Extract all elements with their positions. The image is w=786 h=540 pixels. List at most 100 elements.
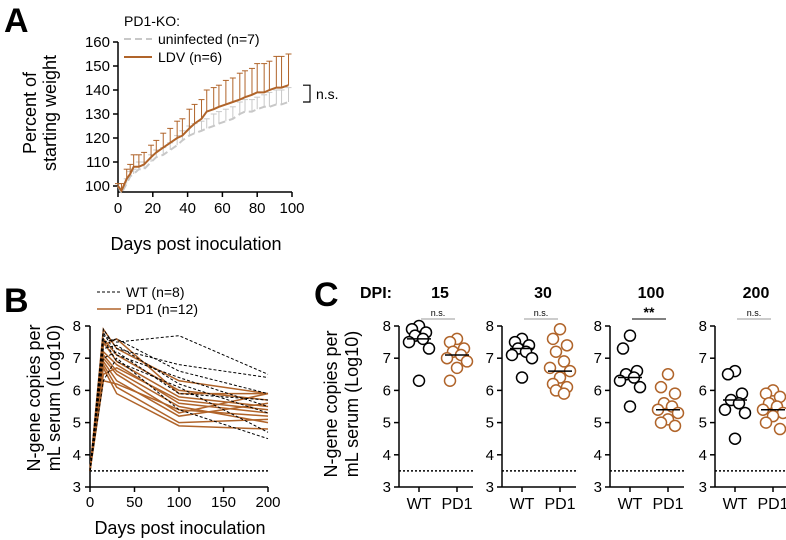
c-dpi200-header: 200 [743,285,770,302]
b-x-tick-label: 50 [126,494,143,511]
c-dpi15-y-tick-label: 5 [383,415,391,432]
c-dpi100-y-tick-label: 7 [594,350,602,367]
b-y-tick-label: 4 [73,447,81,464]
c-dpi30-wt-point [515,371,529,384]
c-dpi30-pd1-point [560,339,574,352]
c-dpi30-sig-label: n.s. [534,308,549,318]
a-x-tick-label: 0 [114,200,122,217]
a-legend-uninfected-label: uninfected (n=7) [158,31,260,47]
a-y-tick-label: 110 [86,154,110,171]
a-x-tick-label: 80 [249,200,266,217]
a-y-tick-label: 140 [85,82,110,99]
b-wt-line [89,357,269,471]
a-y-tick-label: 150 [85,58,110,75]
c-dpi30-x-label-pd1: PD1 [544,496,575,513]
c-dpi15-y-tick-label: 8 [383,318,391,335]
c-dpi-label: DPI: [360,285,392,302]
panel-c-label: C [314,276,339,314]
a-x-tick-label: 60 [214,200,231,217]
panel-a-label: A [4,2,29,40]
c-dpi200-x-label-pd1: PD1 [757,496,786,513]
a-x-tick-label: 20 [144,200,161,217]
a-xlabel: Days post inoculation [110,234,281,254]
a-y-tick-label: 100 [85,178,110,195]
c-dpi30-pd1-point [557,387,571,400]
c-dpi100-y-tick-label: 3 [594,479,602,496]
b-xlabel: Days post inoculation [94,518,265,538]
c-dpi100-pd1-point [668,387,682,400]
c-dpi30-y-tick-label: 8 [486,318,494,335]
b-y-tick-label: 8 [73,318,81,335]
c-dpi15-header: 15 [431,285,449,302]
panel-b-label: B [4,282,29,320]
c-dpi15-y-tick-label: 3 [383,479,391,496]
c-dpi15-wt-point [412,374,426,387]
b-wt-line [89,327,269,471]
c-dpi30-pd1-point [557,355,571,368]
c-dpi200-y-tick-label: 4 [699,447,707,464]
c-dpi200-wt-point [721,368,735,381]
c-dpi30-pd1-point [546,332,560,346]
c-dpi100-wt-point [616,342,630,355]
a-x-tick-label: 40 [179,200,196,217]
b-x-tick-label: 100 [166,494,191,511]
c-dpi200-y-tick-label: 3 [699,479,707,496]
c-dpi15-pd1-point [460,355,474,368]
c-dpi200-wt-point [718,403,732,416]
c-dpi30-wt-point [525,351,539,365]
a-legend-title: PD1-KO: [124,13,180,29]
c-dpi200-x-label-wt: WT [723,496,748,513]
c-dpi100-y-tick-label: 8 [594,318,602,335]
c-dpi100-y-tick-label: 5 [594,415,602,432]
c-dpi30-y-tick-label: 7 [486,350,494,367]
c-dpi30-pd1-point [553,322,567,336]
c-dpi200-y-tick-label: 8 [699,318,707,335]
c-dpi200-pd1-point [759,416,773,429]
b-legend-pd1-label: PD1 (n=12) [126,301,198,317]
c-dpi100-x-label-pd1: PD1 [652,496,683,513]
c-dpi200-y-tick-label: 6 [699,382,707,399]
a-uninfected-line [117,101,289,196]
b-ylabel-line2: mL serum (Log10) [44,325,64,471]
b-x-tick-label: 150 [211,494,236,511]
c-dpi15-sig-label: n.s. [431,308,446,318]
c-dpi100-pd1-point [654,416,668,429]
b-y-tick-label: 5 [73,415,81,432]
a-ylabel-line1: Percent of [20,71,40,154]
c-dpi100-sig-label: ** [644,304,655,320]
c-dpi200-pd1-point [773,422,786,436]
c-ylabel-line1: N-gene copies per [321,330,341,477]
c-dpi15-y-tick-label: 6 [383,382,391,399]
b-x-tick-label: 0 [86,494,94,511]
c-ylabel-line2: mL serum (Log10) [342,331,362,477]
c-dpi200-y-tick-label: 7 [699,350,707,367]
c-dpi100-y-tick-label: 4 [594,447,602,464]
c-dpi30-y-tick-label: 6 [486,382,494,399]
c-dpi30-wt-point [505,348,519,362]
c-dpi100-wt-point [623,400,637,413]
a-x-tick-label: 100 [279,200,304,217]
a-y-tick-label: 120 [85,130,110,147]
c-dpi100-y-tick-label: 6 [594,382,602,399]
b-legend-wt-label: WT (n=8) [126,284,184,300]
c-dpi100-pd1-point [654,380,668,394]
c-dpi200-wt-point [738,406,752,420]
panel-a-plot: 100 110 120 130 140 150 160 0 20 40 60 80 100 [85,34,311,217]
c-dpi200-sig-label: n.s. [747,308,762,318]
c-dpi15-pd1-point [450,361,464,375]
c-dpi15-wt-point [422,342,436,355]
b-wt-line [89,351,269,471]
a-ns-bracket [303,84,311,103]
c-dpi30-y-tick-label: 3 [486,479,494,496]
b-y-tick-label: 6 [73,382,81,399]
c-dpi30-pd1-point [549,345,563,359]
c-dpi15-x-label-wt: WT [407,496,432,513]
c-dpi100-header: 100 [638,285,665,302]
c-dpi15-x-label-pd1: PD1 [441,496,472,513]
c-dpi200-y-tick-label: 5 [699,415,707,432]
c-dpi15-pd1-point [443,374,457,387]
a-ylabel-line2: starting weight [40,55,60,171]
a-y-tick-label: 130 [85,106,110,123]
c-dpi100-pd1-point [668,419,682,433]
